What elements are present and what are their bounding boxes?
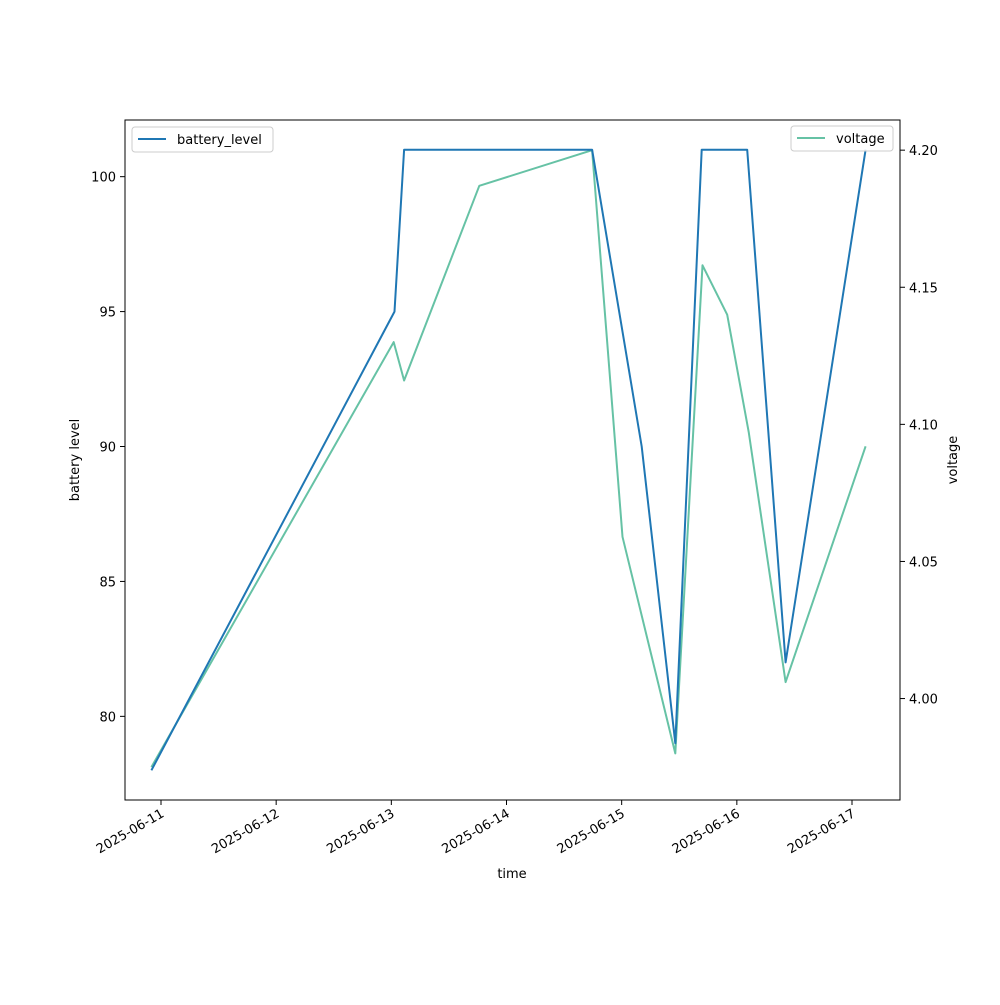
x-tick-label: 2025-06-17: [785, 806, 858, 857]
y-axis-left: 80 85 90 95 100: [91, 171, 125, 725]
y-right-tick-label: 4.20: [909, 144, 938, 159]
x-tick-label: 2025-06-14: [440, 806, 513, 857]
y-left-tick-label: 85: [99, 575, 116, 590]
plot-area-frame: [124, 119, 901, 801]
y-right-tick-label: 4.05: [909, 555, 938, 570]
legend-battery-level: battery_level: [131, 126, 274, 153]
y-axis-right-label: voltage: [946, 436, 961, 485]
x-tick-label: 2025-06-13: [324, 806, 397, 857]
y-left-tick-label: 95: [99, 306, 116, 321]
legend-voltage: voltage: [790, 125, 894, 152]
series-line-voltage: [150, 149, 867, 768]
series-line-battery-level: [150, 148, 867, 771]
y-right-tick-label: 4.15: [909, 281, 938, 296]
x-tick-label: 2025-06-11: [94, 806, 167, 857]
y-left-tick-label: 80: [99, 710, 116, 725]
y-right-tick-label: 4.10: [909, 418, 938, 433]
legend-label-battery-level: battery_level: [177, 133, 262, 148]
y-axis-right: 4.00 4.05 4.10 4.15 4.20: [900, 144, 938, 708]
y-left-tick-label: 90: [99, 441, 116, 456]
x-tick-label: 2025-06-16: [670, 806, 743, 857]
x-axis: 2025-06-11 2025-06-12 2025-06-13 2025-06-14…: [94, 800, 858, 857]
y-left-tick-label: 100: [91, 171, 116, 186]
series-layer: [150, 148, 867, 771]
x-tick-label: 2025-06-15: [555, 806, 628, 857]
x-tick-label: 2025-06-12: [209, 806, 282, 857]
legend-box-left: [131, 126, 274, 153]
legend-box-right: [790, 125, 894, 152]
x-axis-label: time: [497, 867, 526, 882]
y-right-tick-label: 4.00: [909, 693, 938, 708]
legend-label-voltage: voltage: [836, 132, 885, 147]
y-axis-left-label: battery level: [68, 419, 83, 502]
